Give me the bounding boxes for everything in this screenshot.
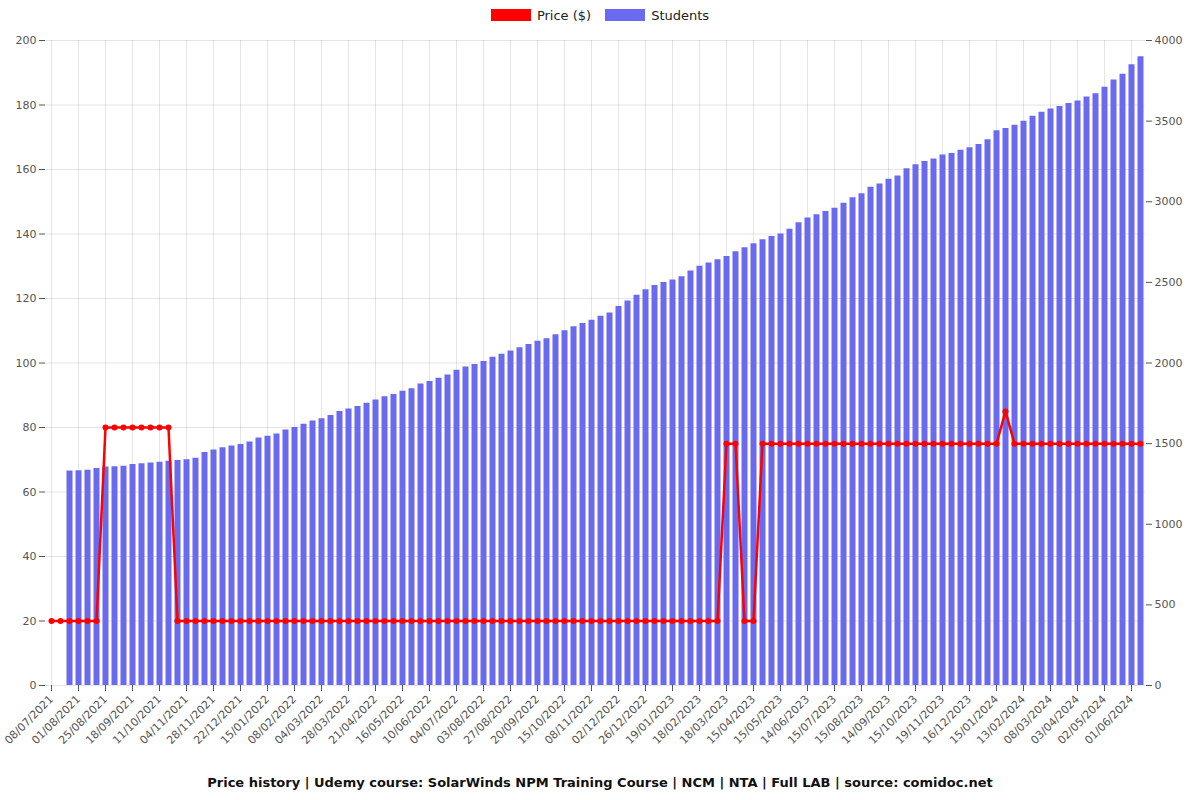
svg-text:14/09/2023: 14/09/2023: [839, 692, 894, 747]
svg-text:25/08/2021: 25/08/2021: [56, 692, 111, 747]
svg-text:08/02/2022: 08/02/2022: [245, 692, 300, 747]
html-text:Students: Students: [651, 7, 710, 23]
svg-text:2000: 2000: [1155, 357, 1183, 370]
svg-text:80: 80: [23, 421, 37, 434]
html-text:Price ($): Price ($): [536, 7, 592, 23]
svg-text:40: 40: [23, 550, 37, 563]
svg-text:19/01/2023: 19/01/2023: [623, 692, 678, 747]
svg-text:15/10/2023: 15/10/2023: [866, 692, 921, 747]
svg-text:03/04/2024: 03/04/2024: [1028, 692, 1083, 747]
svg-text:11/10/2021: 11/10/2021: [110, 692, 165, 747]
svg-text:60: 60: [23, 486, 37, 499]
svg-text:15/08/2023: 15/08/2023: [812, 692, 867, 747]
svg-text:15/04/2023: 15/04/2023: [704, 692, 759, 747]
svg-text:1500: 1500: [1155, 437, 1183, 450]
svg-text:13/02/2024: 13/02/2024: [974, 692, 1029, 747]
svg-text:04/11/2021: 04/11/2021: [137, 692, 192, 747]
svg-text:03/08/2022: 03/08/2022: [434, 692, 489, 747]
svg-text:100: 100: [16, 357, 37, 370]
svg-text:27/08/2022: 27/08/2022: [461, 692, 516, 747]
svg-text:08/07/2021: 08/07/2021: [2, 692, 57, 747]
svg-text:10/06/2022: 10/06/2022: [380, 692, 435, 747]
svg-text:01/08/2021: 01/08/2021: [29, 692, 84, 747]
svg-text:15/05/2023: 15/05/2023: [731, 692, 786, 747]
svg-text:04/03/2022: 04/03/2022: [272, 692, 327, 747]
svg-text:160: 160: [16, 163, 37, 176]
svg-text:500: 500: [1155, 598, 1176, 611]
svg-text:28/11/2021: 28/11/2021: [164, 692, 219, 747]
svg-text:04/07/2022: 04/07/2022: [407, 692, 462, 747]
svg-text:08/11/2022: 08/11/2022: [542, 692, 597, 747]
svg-text:20: 20: [23, 615, 37, 628]
html-text:Price history | Udemy course:: Price history | Udemy course: SolarWinds…: [207, 775, 993, 790]
svg-text:18/09/2021: 18/09/2021: [83, 692, 138, 747]
svg-text:4000: 4000: [1155, 34, 1183, 47]
svg-text:16/12/2023: 16/12/2023: [920, 692, 975, 747]
svg-text:08/03/2024: 08/03/2024: [1001, 692, 1056, 747]
svg-text:120: 120: [16, 292, 37, 305]
svg-text:15/07/2023: 15/07/2023: [785, 692, 840, 747]
svg-text:15/10/2022: 15/10/2022: [515, 692, 570, 747]
svg-text:02/12/2022: 02/12/2022: [569, 692, 624, 747]
svg-text:3500: 3500: [1155, 115, 1183, 128]
svg-text:16/05/2022: 16/05/2022: [353, 692, 408, 747]
svg-text:140: 140: [16, 228, 37, 241]
svg-text:15/01/2024: 15/01/2024: [947, 692, 1002, 747]
svg-text:02/05/2024: 02/05/2024: [1055, 692, 1110, 747]
svg-text:2500: 2500: [1155, 276, 1183, 289]
svg-text:01/06/2024: 01/06/2024: [1082, 693, 1136, 747]
svg-text:21/04/2022: 21/04/2022: [326, 692, 381, 747]
svg-text:28/03/2022: 28/03/2022: [299, 692, 354, 747]
svg-text:1000: 1000: [1155, 518, 1183, 531]
svg-text:0: 0: [30, 679, 37, 692]
svg-text:26/12/2022: 26/12/2022: [596, 692, 651, 747]
svg-text:0: 0: [1155, 679, 1162, 692]
svg-text:3000: 3000: [1155, 195, 1183, 208]
svg-text:15/01/2022: 15/01/2022: [218, 692, 273, 747]
svg-text:18/02/2023: 18/02/2023: [650, 692, 705, 747]
svg-text:14/06/2023: 14/06/2023: [758, 692, 813, 747]
svg-text:18/03/2023: 18/03/2023: [677, 692, 732, 747]
svg-text:20/09/2022: 20/09/2022: [488, 692, 543, 747]
svg-text:180: 180: [16, 99, 37, 112]
svg-text:19/11/2023: 19/11/2023: [893, 692, 948, 747]
svg-text:22/12/2021: 22/12/2021: [191, 692, 246, 747]
svg-text:200: 200: [16, 34, 37, 47]
